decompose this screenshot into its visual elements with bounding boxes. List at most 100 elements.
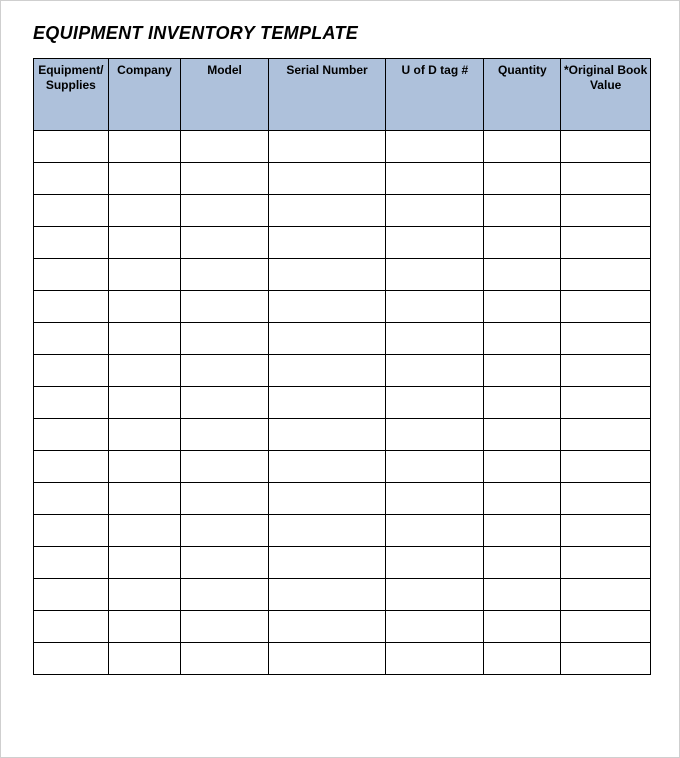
table-row [34, 515, 651, 547]
table-cell [268, 227, 385, 259]
table-cell [34, 419, 109, 451]
table-cell [268, 515, 385, 547]
table-cell [181, 163, 269, 195]
table-cell [34, 579, 109, 611]
table-cell [561, 483, 651, 515]
table-cell [484, 451, 561, 483]
table-cell [268, 611, 385, 643]
table-cell [484, 291, 561, 323]
table-cell [268, 419, 385, 451]
table-row [34, 451, 651, 483]
table-cell [386, 227, 484, 259]
table-header-row: Equipment/ Supplies Company Model Serial… [34, 59, 651, 131]
col-header-bookvalue: *Original Book Value [561, 59, 651, 131]
table-cell [181, 227, 269, 259]
table-cell [268, 547, 385, 579]
page-container: EQUIPMENT INVENTORY TEMPLATE Equipment/ … [0, 0, 680, 758]
table-cell [386, 131, 484, 163]
table-body [34, 131, 651, 675]
table-row [34, 291, 651, 323]
table-row [34, 259, 651, 291]
table-header: Equipment/ Supplies Company Model Serial… [34, 59, 651, 131]
table-row [34, 611, 651, 643]
table-cell [484, 259, 561, 291]
table-cell [181, 131, 269, 163]
table-cell [268, 259, 385, 291]
table-cell [386, 291, 484, 323]
table-cell [268, 579, 385, 611]
page-title: EQUIPMENT INVENTORY TEMPLATE [33, 23, 651, 44]
table-cell [268, 163, 385, 195]
table-cell [181, 195, 269, 227]
table-row [34, 323, 651, 355]
col-header-model: Model [181, 59, 269, 131]
table-cell [34, 163, 109, 195]
table-cell [108, 227, 181, 259]
table-cell [268, 451, 385, 483]
table-cell [34, 387, 109, 419]
table-cell [561, 451, 651, 483]
table-cell [108, 643, 181, 675]
table-cell [181, 323, 269, 355]
table-cell [484, 387, 561, 419]
table-cell [484, 419, 561, 451]
table-cell [108, 323, 181, 355]
table-cell [34, 451, 109, 483]
table-cell [561, 515, 651, 547]
table-cell [108, 515, 181, 547]
table-cell [181, 419, 269, 451]
table-cell [561, 547, 651, 579]
table-cell [386, 515, 484, 547]
table-cell [386, 195, 484, 227]
table-cell [268, 131, 385, 163]
table-cell [561, 291, 651, 323]
table-cell [268, 323, 385, 355]
table-cell [484, 643, 561, 675]
table-cell [386, 387, 484, 419]
table-cell [108, 131, 181, 163]
col-header-tag: U of D tag # [386, 59, 484, 131]
table-cell [386, 163, 484, 195]
table-cell [34, 611, 109, 643]
col-header-quantity: Quantity [484, 59, 561, 131]
table-cell [268, 483, 385, 515]
table-cell [34, 131, 109, 163]
table-cell [484, 355, 561, 387]
col-header-company: Company [108, 59, 181, 131]
table-cell [108, 387, 181, 419]
table-row [34, 227, 651, 259]
table-cell [34, 291, 109, 323]
table-cell [268, 355, 385, 387]
table-cell [484, 195, 561, 227]
table-cell [108, 419, 181, 451]
table-cell [181, 355, 269, 387]
table-cell [108, 291, 181, 323]
table-cell [561, 419, 651, 451]
table-cell [386, 419, 484, 451]
table-cell [34, 483, 109, 515]
table-cell [386, 451, 484, 483]
table-cell [108, 483, 181, 515]
table-cell [108, 579, 181, 611]
table-cell [386, 323, 484, 355]
table-cell [181, 611, 269, 643]
table-cell [108, 195, 181, 227]
table-cell [561, 579, 651, 611]
table-cell [181, 387, 269, 419]
table-cell [34, 643, 109, 675]
table-row [34, 643, 651, 675]
table-cell [386, 547, 484, 579]
table-cell [484, 483, 561, 515]
table-cell [108, 355, 181, 387]
table-cell [561, 227, 651, 259]
table-row [34, 355, 651, 387]
table-cell [484, 611, 561, 643]
table-cell [34, 323, 109, 355]
table-cell [561, 131, 651, 163]
table-cell [34, 259, 109, 291]
table-cell [561, 643, 651, 675]
col-header-serial: Serial Number [268, 59, 385, 131]
table-cell [386, 483, 484, 515]
col-header-equipment: Equipment/ Supplies [34, 59, 109, 131]
table-cell [34, 227, 109, 259]
